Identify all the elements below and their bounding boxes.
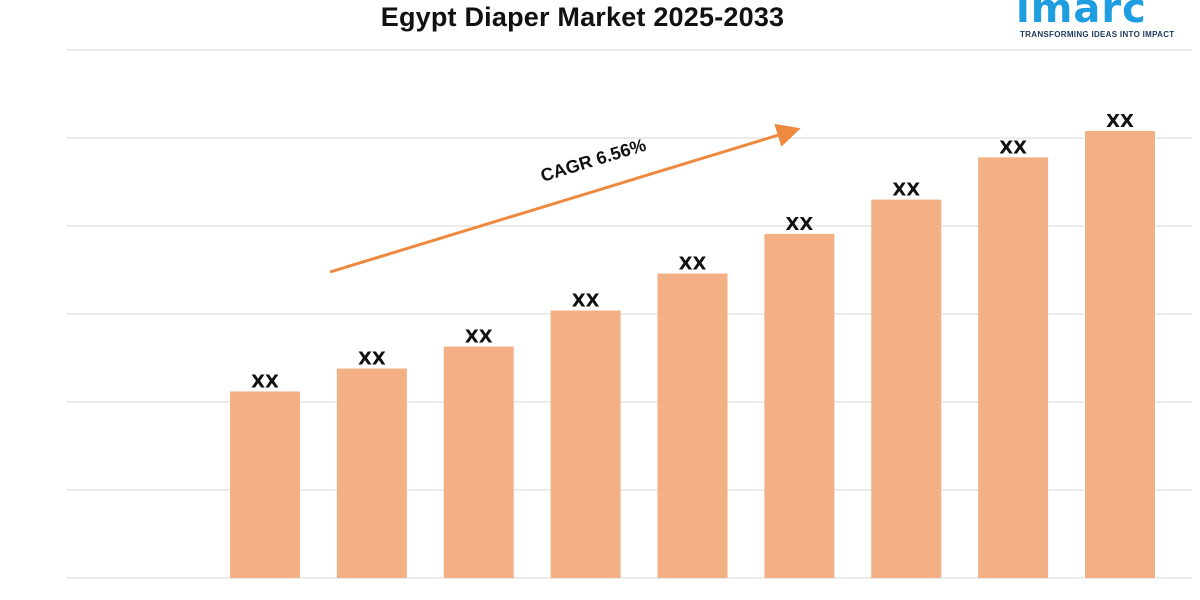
imarc-logo: imarc TRANSFORMING IDEAS INTO IMPACT	[1010, 0, 1190, 46]
bar-value-label-5: XX	[679, 254, 707, 275]
data-labels: XX XX XX XX XX XX XX XX XX	[251, 111, 1134, 392]
bar-9	[1085, 130, 1155, 578]
bar-value-label-9: XX	[1106, 111, 1134, 132]
bar-1	[230, 391, 300, 578]
bar-8	[978, 157, 1049, 579]
bar-4	[550, 310, 621, 578]
logo-wordmark: imarc	[1016, 0, 1147, 32]
bar-value-label-4: XX	[572, 290, 600, 311]
bar-value-label-6: XX	[785, 214, 813, 235]
bar-value-label-8: XX	[999, 137, 1027, 158]
chart-title: Egypt Diaper Market 2025-2033	[380, 2, 785, 32]
bar-5	[657, 273, 728, 578]
bars	[230, 130, 1155, 579]
bar-3	[443, 346, 514, 578]
bar-7	[871, 199, 942, 578]
bar-value-label-2: XX	[358, 349, 386, 370]
cagr-label: CAGR 6.56%	[538, 135, 648, 186]
bar-value-label-7: XX	[892, 180, 920, 201]
cagr-arrow	[329, 123, 801, 274]
bar-2	[336, 368, 407, 578]
bar-6	[764, 233, 835, 579]
bar-value-label-1: XX	[251, 371, 279, 392]
logo-tagline: TRANSFORMING IDEAS INTO IMPACT	[1020, 30, 1175, 39]
cagr-trend: CAGR 6.56%	[329, 123, 801, 274]
bar-value-label-3: XX	[465, 327, 493, 348]
